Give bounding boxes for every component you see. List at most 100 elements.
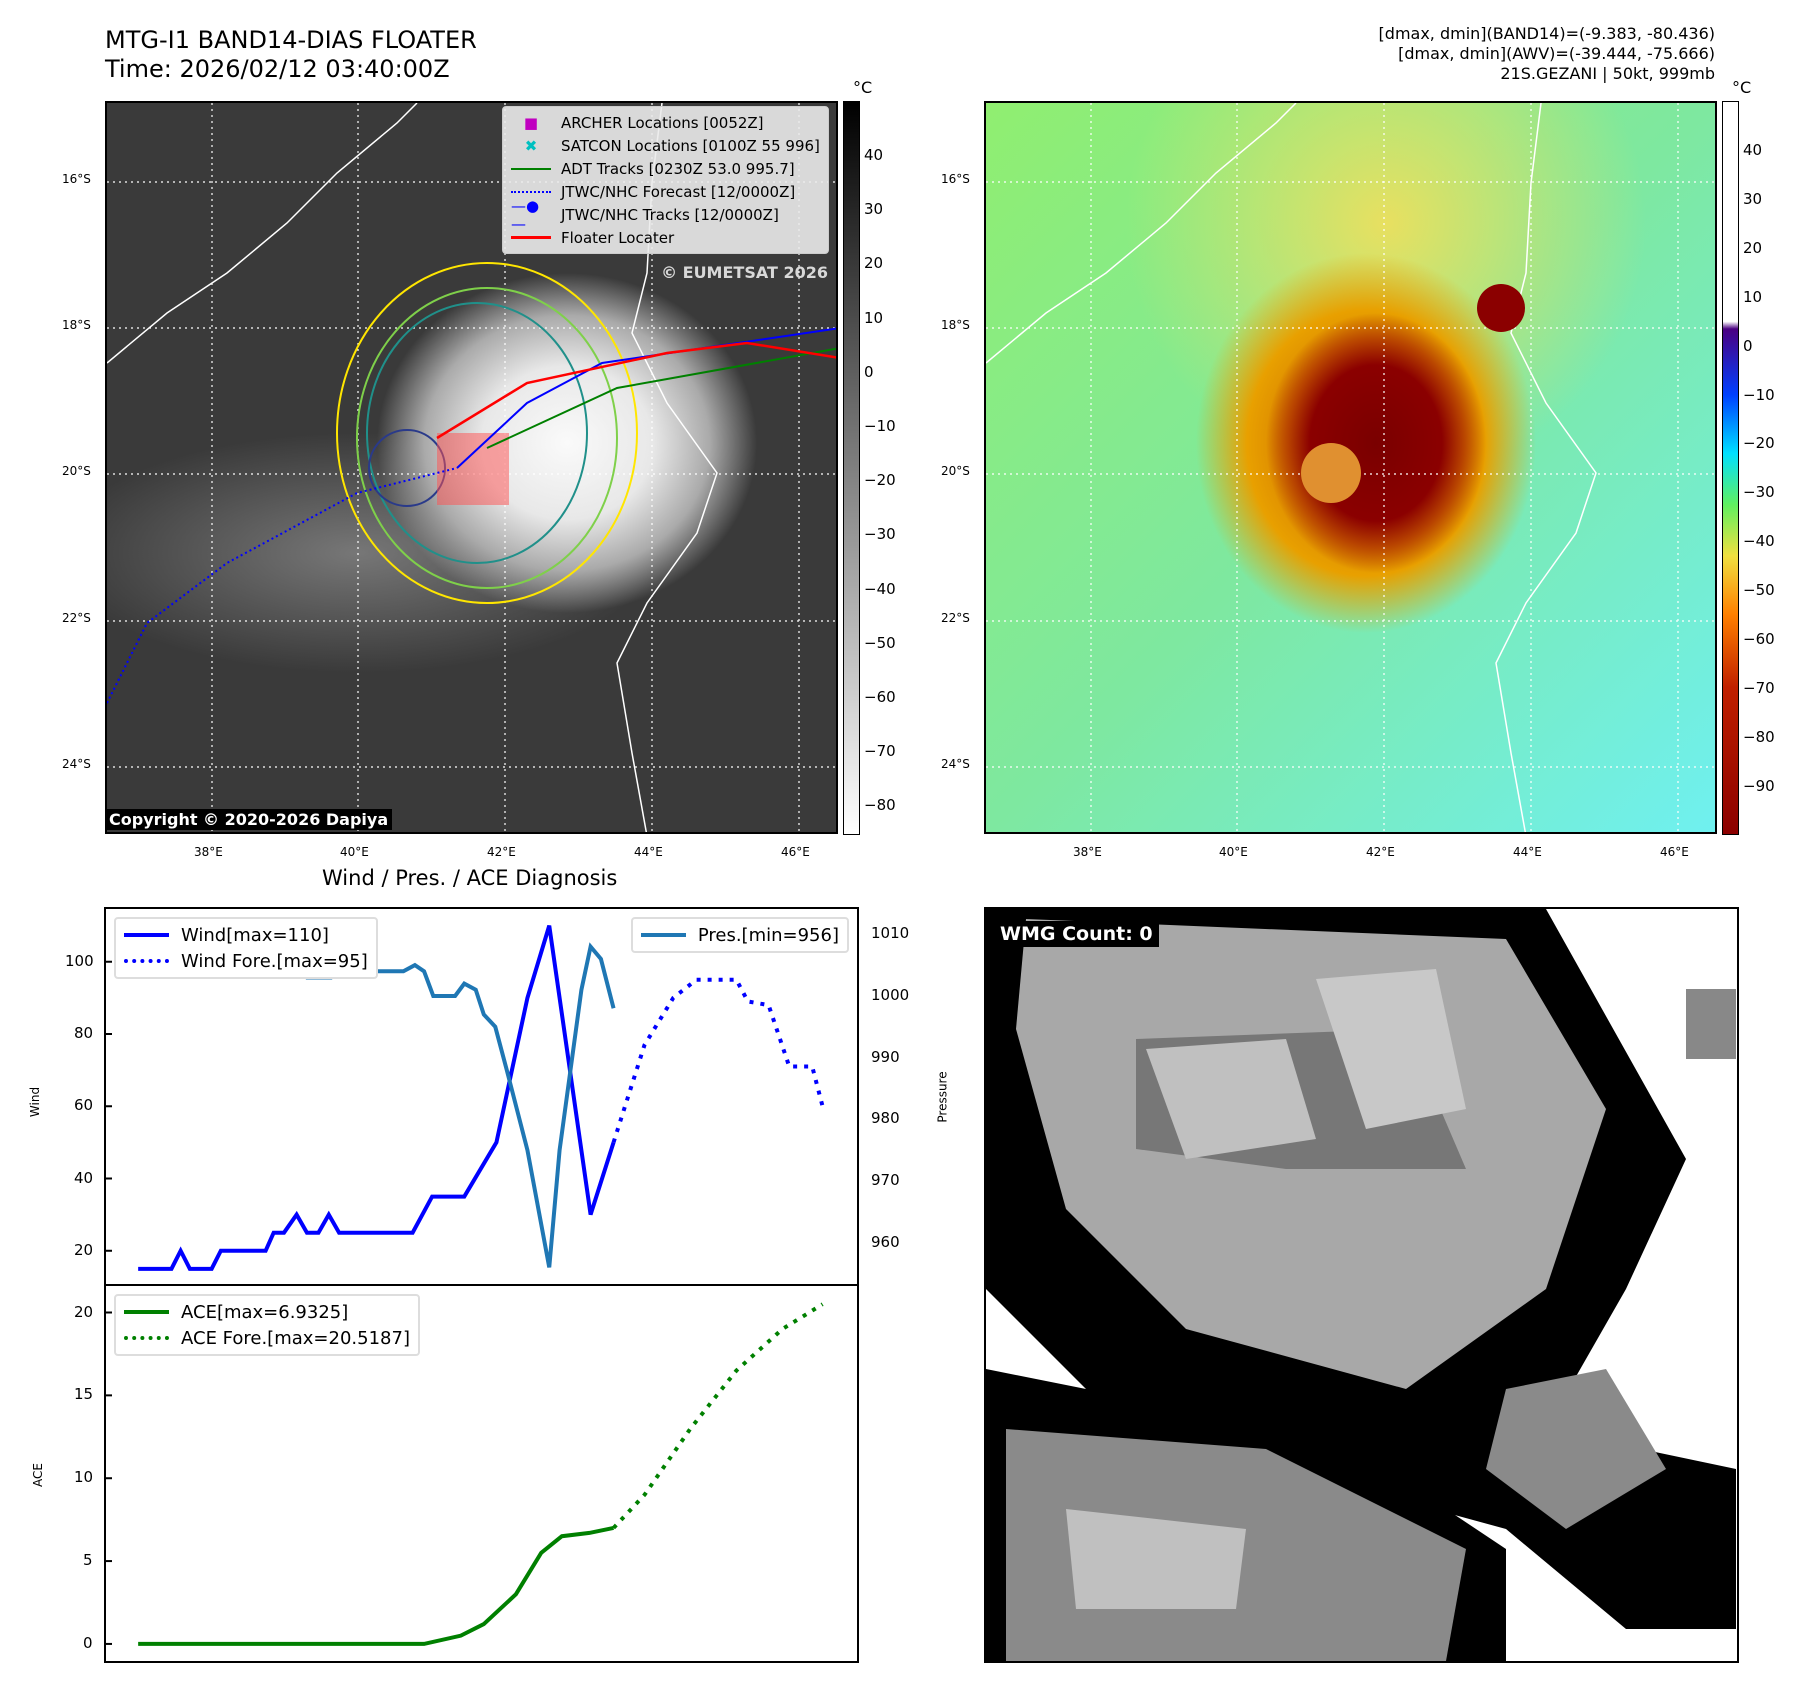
ace-chart: ACE[max=6.9325] ACE Fore.[max=20.5187] — [104, 1284, 859, 1663]
solid-line-icon — [640, 933, 686, 937]
colorbar-awv-tick: 40 — [1743, 141, 1763, 159]
ace-axis-label: ACE — [30, 1463, 45, 1487]
y-tick-label: 40 — [74, 1168, 94, 1187]
colorbar-ir-tick: 20 — [864, 254, 884, 273]
line-dot-icon: —●— — [511, 196, 540, 233]
lat-label: 20°S — [62, 464, 91, 478]
y-tick-label: 20 — [74, 1240, 94, 1259]
legend-satcon: ✖ SATCON Locations [0100Z 55 996] — [511, 134, 820, 157]
y2-tick-label: 980 — [871, 1109, 900, 1128]
colorbar-awv-tick: −20 — [1743, 434, 1775, 453]
legend-forecast: JTWC/NHC Forecast [12/0000Z] — [511, 180, 820, 203]
awv-map — [984, 101, 1717, 834]
colorbar-ir-tick: −10 — [864, 417, 896, 435]
colorbar-awv-tick: −30 — [1743, 483, 1775, 502]
pressure-axis-label: Pressure — [935, 1071, 950, 1123]
colorbar-ir-tick: −30 — [864, 525, 896, 544]
legend-label: Wind[max=110] — [181, 924, 329, 946]
colorbar-ir-tick: −20 — [864, 471, 896, 490]
lon-label: 42°E — [1366, 845, 1395, 859]
colorbar-ir-tick: −50 — [864, 633, 896, 652]
lon-label: 44°E — [634, 845, 663, 859]
colorbar-awv-tick: 0 — [1743, 336, 1753, 355]
ace-legend: ACE[max=6.9325] ACE Fore.[max=20.5187] — [114, 1294, 420, 1356]
dotted-line-icon — [124, 1336, 169, 1340]
lon-label: 38°E — [194, 845, 223, 859]
y-tick-label: 15 — [74, 1385, 94, 1404]
y-tick-label: 60 — [74, 1096, 94, 1115]
colorbar-ir[interactable] — [843, 101, 860, 835]
series-line-0 — [138, 925, 616, 1271]
colorbar-ir-tick: −70 — [864, 742, 896, 761]
colorbar-ir-tick: 0 — [864, 362, 874, 381]
legend-adt: ADT Tracks [0230Z 53.0 995.7] — [511, 157, 820, 180]
wind-legend: Wind[max=110] Wind Fore.[max=95] — [114, 917, 378, 979]
colorbar-ir-tick: 30 — [864, 200, 884, 219]
legend-label: Pres.[min=956] — [697, 924, 839, 946]
map-legend: ■ ARCHER Locations [0052Z] ✖ SATCON Locati… — [502, 106, 829, 254]
legend-wind-fore: Wind Fore.[max=95] — [124, 948, 368, 974]
lon-label: 42°E — [487, 845, 516, 859]
wmg-count-label: WMG Count: 0 — [994, 921, 1159, 947]
lon-label: 38°E — [1073, 845, 1102, 859]
ace-plot — [106, 1302, 824, 1646]
lon-label: 46°E — [781, 845, 810, 859]
legend-tracks: —●— JTWC/NHC Tracks [12/0000Z] — [511, 197, 820, 233]
series-line-2 — [137, 932, 616, 1268]
band14-stats: [dmax, dmin](BAND14)=(-9.383, -80.436) — [1378, 24, 1715, 43]
y2-tick-label: 990 — [871, 1047, 900, 1066]
legend-label: Floater Locater — [561, 228, 675, 247]
legend-label: ARCHER Locations [0052Z] — [561, 113, 764, 132]
stats-block: [dmax, dmin](BAND14)=(-9.383, -80.436) [d… — [1379, 24, 1715, 84]
solid-line-icon — [124, 1310, 169, 1314]
lat-label: 22°S — [941, 611, 970, 625]
legend-ace-fore: ACE Fore.[max=20.5187] — [124, 1325, 410, 1351]
copyright-label: Copyright © 2020-2026 Dapiya — [105, 809, 393, 830]
ir-map: ■ ARCHER Locations [0052Z] ✖ SATCON Locati… — [105, 101, 838, 834]
colorbar-awv-tick: −10 — [1743, 385, 1775, 404]
colorbar-awv[interactable] — [1722, 101, 1739, 835]
green-line-icon — [511, 167, 551, 170]
pressure-legend: Pres.[min=956] — [630, 917, 849, 953]
watermark: © EUMETSAT 2026 — [661, 263, 828, 282]
lon-label: 46°E — [1660, 845, 1689, 859]
lat-label: 18°S — [62, 318, 91, 332]
wmg-image — [986, 909, 1736, 1661]
title-text: MTG-I1 BAND14-DIAS FLOATER — [105, 26, 477, 54]
colorbar-ir-tick: 10 — [864, 308, 884, 327]
x-marker-icon: ✖ — [524, 136, 538, 155]
y-tick-label: 20 — [74, 1302, 94, 1321]
legend-label: ACE[max=6.9325] — [181, 1301, 349, 1323]
y-tick-label: 10 — [74, 1468, 94, 1487]
colorbar-awv-tick: −70 — [1743, 678, 1775, 697]
colorbar-awv-tick: −40 — [1743, 532, 1775, 551]
colorbar-ir-tick: −60 — [864, 688, 896, 706]
legend-label: JTWC/NHC Forecast [12/0000Z] — [561, 182, 796, 201]
dotted-line-icon — [124, 959, 169, 963]
wind-pressure-chart: Wind[max=110] Wind Fore.[max=95] Pres.[m… — [104, 907, 859, 1286]
colorbar-ir-tick: −40 — [864, 579, 896, 598]
y-tick-label: 100 — [65, 951, 94, 970]
time-text: Time: 2026/02/12 03:40:00Z — [105, 55, 450, 83]
wmg-panel: WMG Count: 0 — [984, 907, 1739, 1663]
lat-label: 18°S — [941, 318, 970, 332]
legend-label: ADT Tracks [0230Z 53.0 995.7] — [561, 159, 795, 178]
wind-axis-label: Wind — [28, 1086, 43, 1118]
y-tick-label: 80 — [74, 1024, 94, 1042]
legend-label: JTWC/NHC Tracks [12/0000Z] — [561, 205, 779, 224]
colorbar-awv-tick: 20 — [1743, 238, 1763, 257]
lat-label: 24°S — [941, 757, 970, 771]
y2-tick-label: 1010 — [871, 924, 910, 943]
series-line-1 — [611, 977, 825, 1143]
colorbar-awv-tick: −50 — [1743, 581, 1775, 600]
chart-title: Wind / Pres. / ACE Diagnosis — [322, 866, 618, 890]
legend-wind: Wind[max=110] — [124, 922, 368, 948]
colorbar-awv-tick: −60 — [1743, 630, 1775, 648]
y2-tick-label: 1000 — [871, 985, 910, 1004]
colorbar-awv-tick: 30 — [1743, 189, 1763, 208]
y2-tick-label: 970 — [871, 1170, 900, 1189]
lat-label: 20°S — [941, 464, 970, 478]
series-line-1 — [612, 1302, 824, 1530]
colorbar-ir-unit: °C — [853, 78, 873, 97]
lat-label: 24°S — [62, 757, 91, 771]
